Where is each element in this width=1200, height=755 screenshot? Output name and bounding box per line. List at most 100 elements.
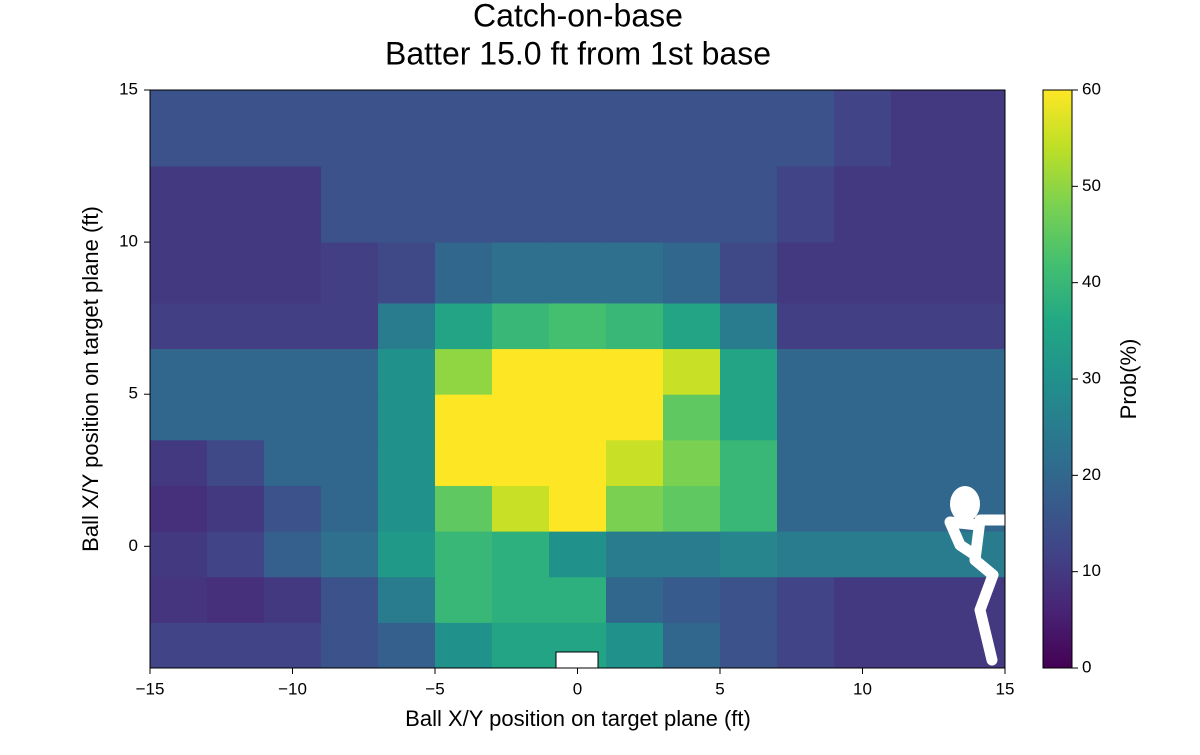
heat-cell (207, 622, 265, 669)
heat-cell (549, 166, 607, 243)
heat-cell (663, 439, 721, 486)
colorbar-tick-label: 10 (1082, 561, 1101, 580)
heat-cell (378, 90, 436, 167)
heat-cell (891, 394, 949, 441)
heat-cell (777, 622, 835, 669)
heat-cell (834, 531, 892, 578)
heat-cell (435, 394, 493, 441)
heat-cell (777, 242, 835, 304)
heat-cell (150, 531, 208, 578)
x-tick-label: 10 (853, 679, 872, 698)
heat-cell (663, 90, 721, 167)
heat-cell (834, 485, 892, 532)
heat-cell (834, 576, 892, 623)
colorbar-tick-label: 20 (1082, 465, 1101, 484)
heat-cell (435, 576, 493, 623)
heat-cell (321, 166, 379, 243)
y-tick-label: 10 (119, 232, 138, 251)
heat-cell (606, 302, 664, 350)
heat-cell (321, 242, 379, 304)
heat-cell (264, 348, 322, 395)
heat-cell (834, 302, 892, 350)
heat-cell (834, 622, 892, 669)
heat-cell (492, 485, 550, 532)
heat-cell (720, 166, 778, 243)
heat-cell (150, 485, 208, 532)
overlay (555, 486, 1011, 669)
heat-cell (606, 622, 664, 669)
heat-cell (207, 90, 265, 167)
heat-cell (720, 302, 778, 350)
heat-cell (492, 439, 550, 486)
heat-cell (720, 90, 778, 167)
heat-cell (207, 531, 265, 578)
heat-cell (435, 242, 493, 304)
heat-cell (321, 348, 379, 395)
heat-cell (435, 622, 493, 669)
heat-cell (549, 242, 607, 304)
heat-cell (150, 90, 208, 167)
heat-cell (150, 439, 208, 486)
heat-cell (948, 166, 1006, 243)
heat-cell (378, 485, 436, 532)
heat-cell (777, 485, 835, 532)
heat-cell (948, 439, 1006, 486)
heat-cell (264, 242, 322, 304)
heat-cell (207, 242, 265, 304)
heat-cell (720, 439, 778, 486)
x-tick-label: 5 (715, 679, 724, 698)
y-axis-label: Ball X/Y position on target plane (ft) (78, 206, 103, 552)
heat-cell (549, 394, 607, 441)
batter-head (950, 486, 980, 522)
heat-cell (663, 576, 721, 623)
heat-cell (492, 166, 550, 243)
heat-cell (549, 302, 607, 350)
heat-cell (435, 439, 493, 486)
heat-cell (378, 166, 436, 243)
heat-cell (321, 531, 379, 578)
heat-cell (948, 348, 1006, 395)
heat-cell (606, 485, 664, 532)
heat-cell (834, 394, 892, 441)
y-tick-label: 15 (119, 79, 138, 98)
heat-cell (207, 576, 265, 623)
heat-cell (663, 485, 721, 532)
heat-cell (606, 242, 664, 304)
heat-cell (321, 90, 379, 167)
heat-cell (264, 622, 322, 669)
heat-cell (834, 348, 892, 395)
chart-title: Catch-on-base (473, 0, 683, 33)
heat-cell (891, 348, 949, 395)
heat-cell (150, 166, 208, 243)
heat-cell (777, 90, 835, 167)
heat-cell (435, 485, 493, 532)
heat-cell (207, 348, 265, 395)
heat-cell (435, 302, 493, 350)
heatmap (150, 90, 1006, 669)
heat-cell (891, 576, 949, 623)
colorbar (1042, 89, 1073, 669)
chart-subtitle: Batter 15.0 ft from 1st base (385, 35, 771, 71)
heat-cell (549, 531, 607, 578)
heat-cell (663, 394, 721, 441)
heat-cell (720, 531, 778, 578)
heat-cell (606, 166, 664, 243)
heat-cell (150, 622, 208, 669)
heat-cell (492, 394, 550, 441)
heat-cell (777, 394, 835, 441)
x-tick-label: −15 (136, 679, 165, 698)
heat-cell (378, 348, 436, 395)
heat-cell (663, 302, 721, 350)
heat-cell (777, 576, 835, 623)
heat-cell (777, 302, 835, 350)
heat-cell (606, 90, 664, 167)
heat-cell (264, 166, 322, 243)
heat-cell (663, 348, 721, 395)
heat-cell (549, 348, 607, 395)
heat-cell (207, 166, 265, 243)
heat-cell (663, 531, 721, 578)
x-axis-label: Ball X/Y position on target plane (ft) (405, 706, 751, 731)
heat-cell (264, 302, 322, 350)
heat-cell (321, 622, 379, 669)
heat-cell (207, 302, 265, 350)
